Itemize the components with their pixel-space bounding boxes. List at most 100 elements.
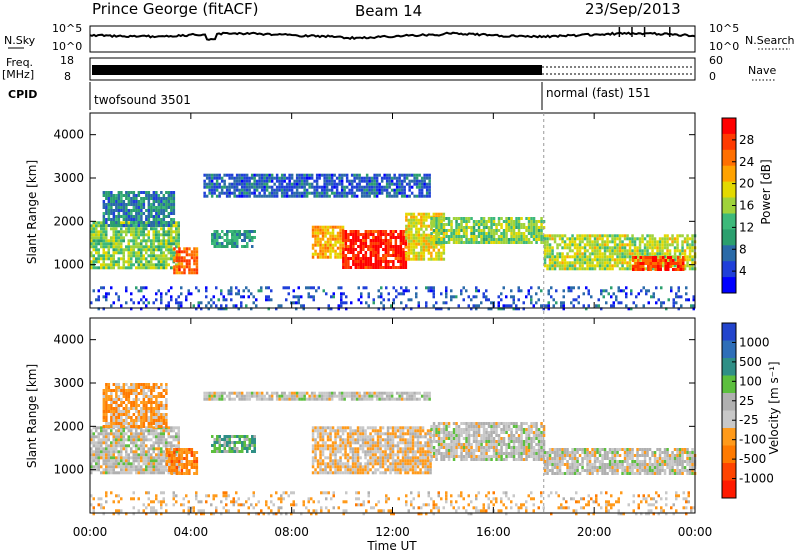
data-cell (383, 398, 386, 401)
data-cell (416, 180, 419, 183)
data-cell (130, 404, 133, 407)
data-cell (234, 447, 237, 450)
data-cell (405, 304, 408, 307)
data-cell (266, 195, 269, 198)
data-cell (415, 240, 418, 243)
data-cell (654, 252, 657, 255)
data-cell (281, 186, 284, 189)
data-cell (576, 261, 579, 264)
data-cell (125, 450, 128, 453)
data-cell (153, 441, 156, 444)
data-cell (130, 435, 133, 438)
data-cell (105, 419, 108, 422)
data-cell (311, 174, 314, 177)
data-cell (224, 450, 227, 453)
data-cell (133, 227, 136, 230)
data-cell (375, 266, 378, 269)
data-cell (380, 286, 383, 289)
data-cell (246, 180, 249, 183)
data-cell (286, 398, 289, 401)
data-cell (158, 197, 161, 200)
data-cell (660, 265, 663, 268)
data-cell (231, 230, 234, 233)
data-cell (173, 206, 176, 209)
data-cell (268, 295, 271, 298)
data-cell (95, 227, 98, 230)
data-cell (425, 216, 428, 219)
data-cell (145, 215, 148, 218)
data-cell (649, 234, 652, 237)
data-cell (214, 239, 217, 242)
data-cell (343, 301, 346, 304)
data-cell (100, 224, 103, 227)
data-cell (178, 265, 181, 268)
data-cell (205, 286, 208, 289)
data-cell (125, 212, 128, 215)
data-cell (224, 447, 227, 450)
data-cell (566, 261, 569, 264)
data-cell (153, 413, 156, 416)
data-cell (388, 180, 391, 183)
data-cell (651, 234, 654, 237)
data-cell (378, 189, 381, 192)
data-cell (669, 249, 672, 252)
data-cell (155, 257, 158, 260)
data-cell (548, 292, 551, 295)
data-cell (173, 457, 176, 460)
data-cell (148, 419, 151, 422)
data-cell (639, 237, 642, 240)
data-cell (135, 203, 138, 206)
data-cell (619, 252, 622, 255)
data-cell (312, 235, 315, 238)
data-cell (236, 174, 239, 177)
data-cell (103, 462, 106, 465)
data-cell (370, 266, 373, 269)
data-cell (148, 410, 151, 413)
data-cell (158, 224, 161, 227)
data-cell (251, 245, 254, 248)
data-cell (667, 262, 670, 265)
data-cell (113, 401, 116, 404)
data-cell (480, 241, 483, 244)
data-cell (123, 257, 126, 260)
data-cell (342, 239, 345, 242)
data-cell (314, 447, 317, 450)
data-cell (143, 438, 146, 441)
data-cell (130, 230, 133, 233)
data-cell (312, 256, 315, 259)
data-cell (365, 239, 368, 242)
data-cell (170, 236, 173, 239)
data-cell (110, 392, 113, 395)
data-cell (498, 229, 501, 232)
data-cell (93, 441, 96, 444)
data-cell (559, 252, 562, 255)
data-cell (113, 413, 116, 416)
data-cell (631, 237, 634, 240)
data-cell (163, 224, 166, 227)
data-cell (403, 186, 406, 189)
data-cell (596, 240, 599, 243)
data-cell (600, 292, 603, 295)
data-cell (130, 438, 133, 441)
data-cell (160, 450, 163, 453)
data-cell (648, 301, 651, 304)
data-cell (339, 235, 342, 238)
data-cell (173, 239, 176, 242)
data-cell (263, 189, 266, 192)
data-cell (448, 238, 451, 241)
data-cell (135, 429, 138, 432)
data-cell (443, 258, 446, 261)
data-cell (271, 192, 274, 195)
data-cell (346, 392, 349, 395)
data-cell (128, 438, 131, 441)
data-cell (150, 260, 153, 263)
data-cell (115, 263, 118, 266)
data-cell (113, 444, 116, 447)
data-cell (140, 233, 143, 236)
data-cell (118, 456, 121, 459)
data-cell (691, 249, 694, 252)
data-cell (178, 242, 181, 245)
data-cell (118, 239, 121, 242)
data-cell (145, 444, 148, 447)
data-cell (276, 195, 279, 198)
